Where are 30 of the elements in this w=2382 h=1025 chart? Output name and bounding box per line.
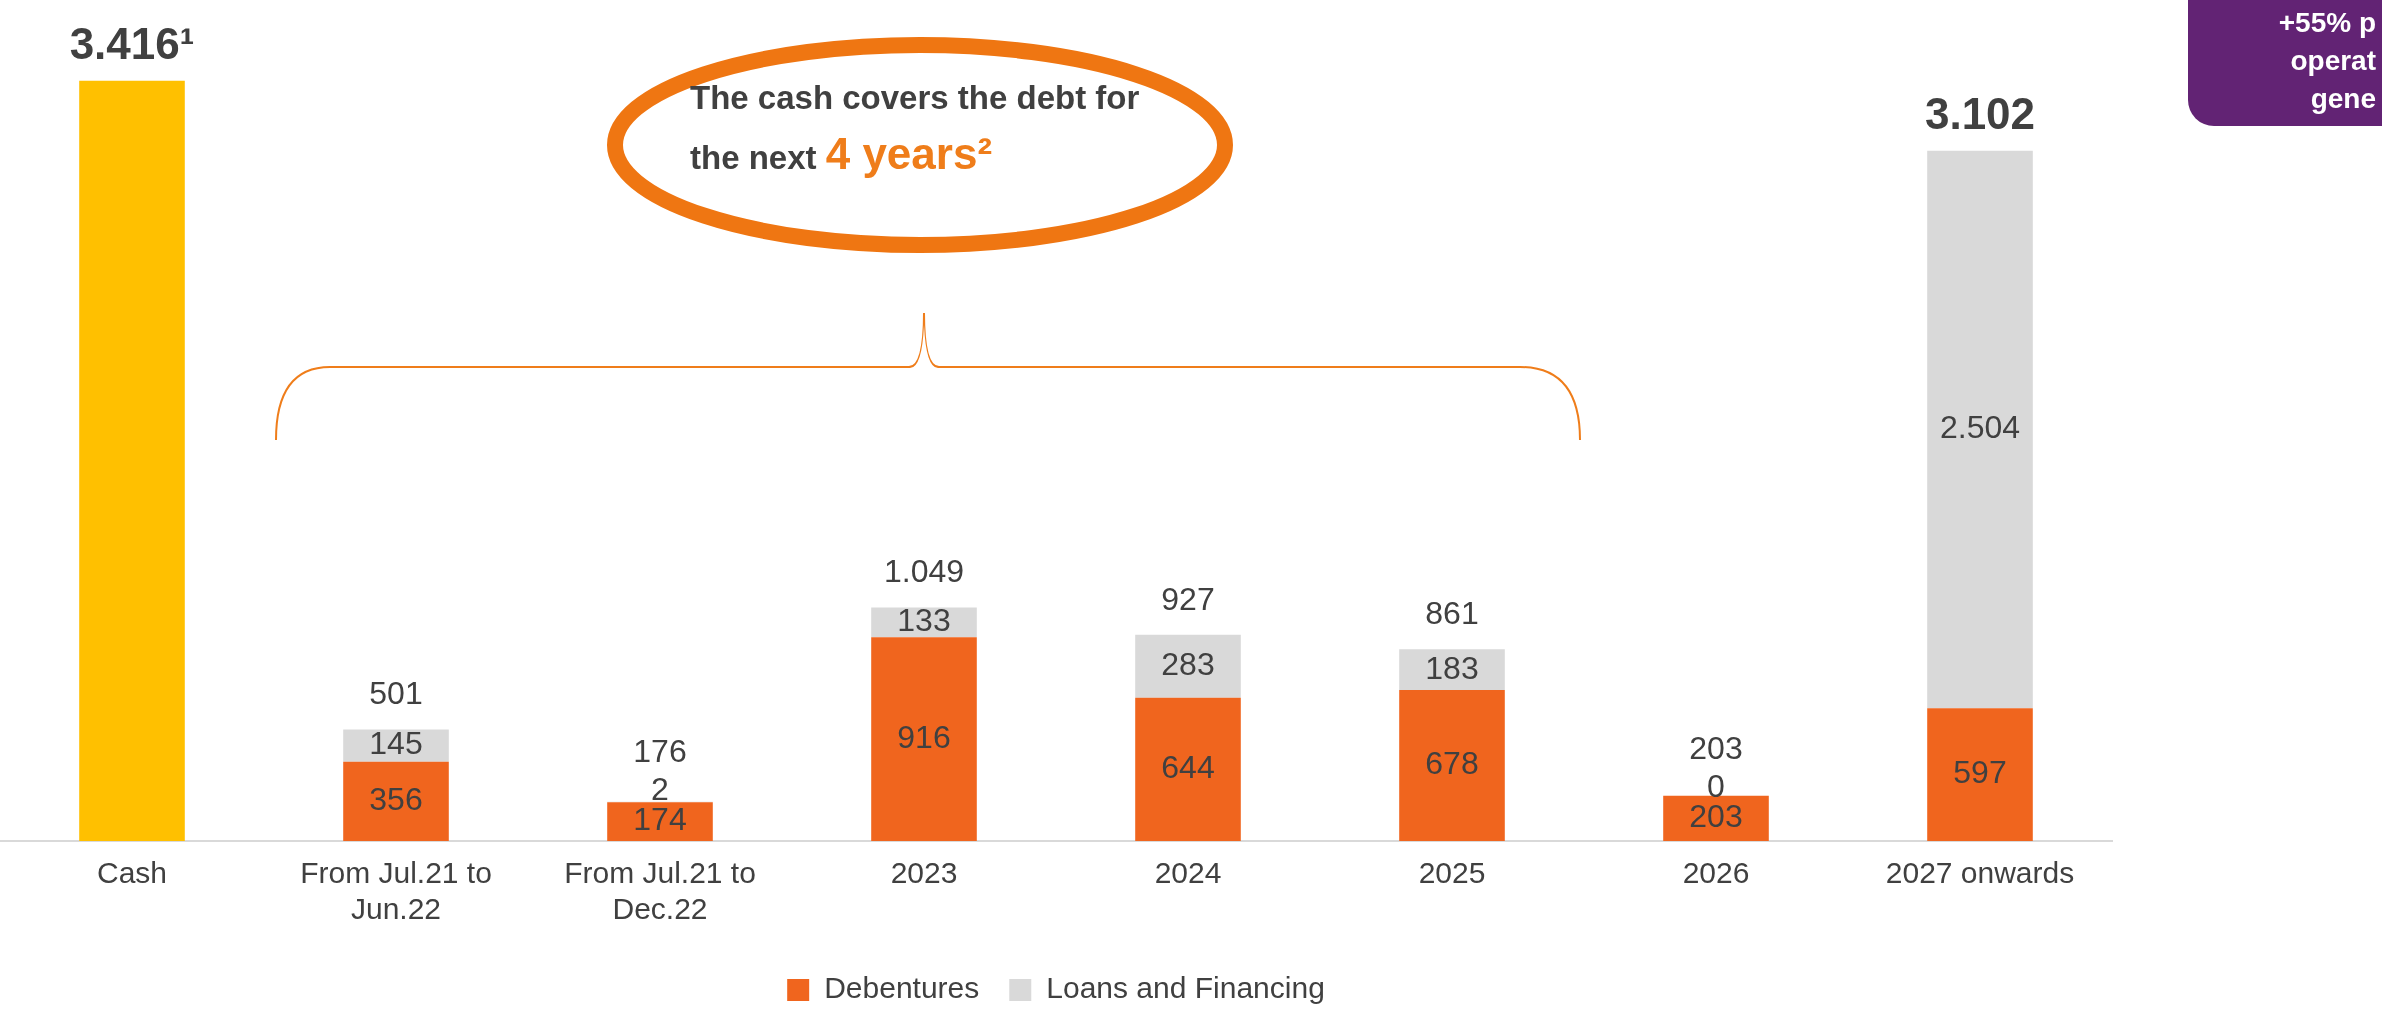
total-label: 3.416¹ [69,18,195,68]
data-label: 916 [897,718,951,755]
data-label: 597 [1953,754,2007,791]
data-label: 678 [1425,745,1479,782]
data-label: 356 [369,781,423,818]
legend-label: Loans and Financing [1046,971,1325,1005]
total-label: 501 [369,675,423,712]
data-label: 133 [897,602,951,639]
x-tick-label: From Jul.21 to Jun.22 [300,856,492,926]
total-label: 3.102 [1924,88,2036,138]
total-label: 861 [1425,595,1479,632]
data-label: 145 [369,725,423,762]
total-label: 1.049 [883,553,965,590]
data-label: 283 [1161,646,1215,682]
data-label: 2.504 [1939,409,2021,446]
total-label: 203 [1689,730,1743,767]
legend-label: Debentures [824,971,980,1005]
total-label: 927 [1161,580,1215,617]
x-tick-label: 2026 [1682,856,1750,890]
data-label: 644 [1161,749,1215,786]
x-tick-label: 2025 [1418,856,1486,890]
x-tick-label: 2024 [1154,856,1222,890]
total-label: 176 [633,733,687,770]
x-tick-label: From Jul.21 to Dec.22 [564,856,756,926]
x-tick-label: Cash [96,856,168,890]
x-tick-label: 2023 [890,856,958,890]
x-tick-label: 2027 onwards [1885,856,2075,890]
data-label: 183 [1425,649,1479,686]
text: +55% p operat gene [2277,6,2376,116]
annotation: The cash covers the debt for the next 4 years² [690,78,1141,180]
